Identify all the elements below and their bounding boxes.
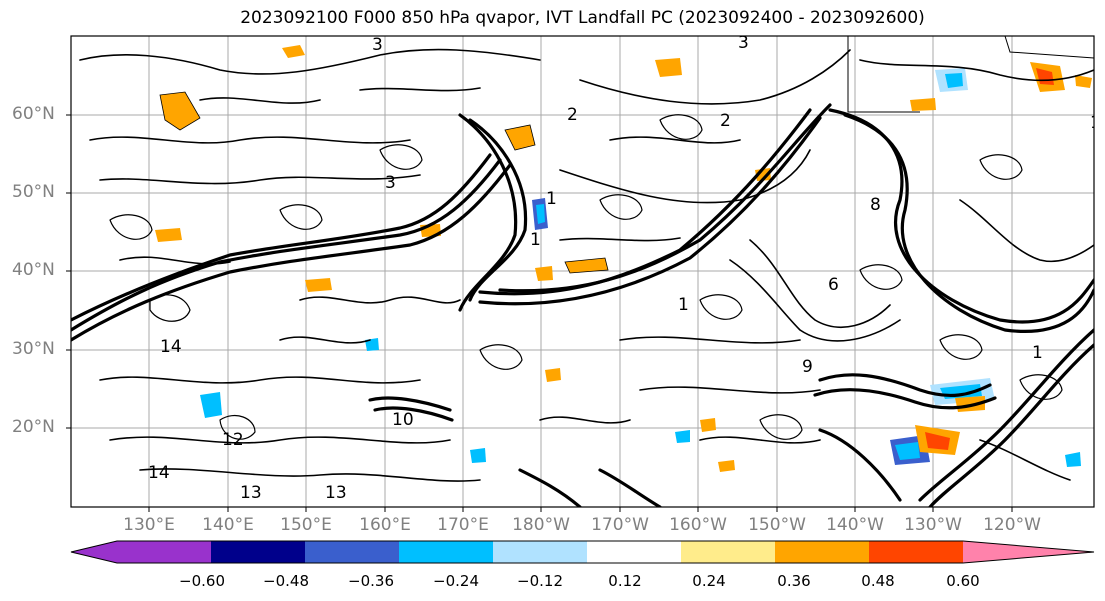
lat-label: 40°N [12, 260, 55, 280]
colorbar-segment [399, 541, 494, 563]
lon-label: 150°W [748, 515, 806, 535]
lon-ticks [148, 507, 1013, 512]
colorbar-tick-label: −0.36 [348, 572, 394, 590]
colorbar-tick-label: 0.36 [777, 572, 811, 590]
lon-label: 120°W [983, 515, 1041, 535]
contour-label: 1 [678, 295, 689, 315]
contour-label: 6 [828, 275, 839, 295]
lat-label: 20°N [12, 417, 55, 437]
lat-label: 50°N [12, 182, 55, 202]
contour-label: 13 [325, 483, 347, 503]
ivt-contours [71, 48, 1094, 507]
colorbar-segment [587, 541, 682, 563]
colorbar-tick-label: 0.12 [608, 572, 642, 590]
lat-ticks [66, 114, 71, 429]
contour-label: 2 [567, 105, 578, 125]
contour-label: 3 [385, 173, 396, 193]
colorbar-tick-label: −0.12 [517, 572, 563, 590]
colorbar-tick-label: 0.48 [861, 572, 895, 590]
lon-label: 160°E [359, 515, 411, 535]
coastline [847, 36, 1094, 113]
contour-label: 10 [392, 410, 414, 430]
contour-label: 12 [222, 430, 244, 450]
lon-label: 150°E [280, 515, 332, 535]
lon-label: 180°W [512, 515, 570, 535]
contour-labels: 3 3 2 1 3 2 1 1 1 14 14 13 13 12 10 9 1 … [148, 33, 1101, 503]
colorbar-segment [211, 541, 306, 563]
lon-label: 130°W [904, 515, 962, 535]
contour-label: 1 [1032, 343, 1043, 363]
lon-label: 140°W [826, 515, 884, 535]
colorbar-segment [493, 541, 588, 563]
contour-label: 9 [802, 357, 813, 377]
colorbar-tick-label: −0.60 [179, 572, 225, 590]
contour-label: 1 [546, 189, 557, 209]
colorbar-segment [681, 541, 776, 563]
map-title: 2023092100 F000 850 hPa qvapor, IVT Land… [240, 8, 925, 28]
colorbar-tick-label: 0.60 [946, 572, 980, 590]
colorbar-segment [775, 541, 870, 563]
lon-label: 130°E [123, 515, 175, 535]
colorbar-segment [71, 541, 211, 563]
contour-label: 2 [720, 111, 731, 131]
contour-label: 1 [530, 230, 541, 250]
colorbar-tick-label: −0.48 [263, 572, 309, 590]
contour-label: 3 [738, 33, 749, 53]
colorbar-segment [305, 541, 400, 563]
colorbar-segment [963, 541, 1094, 563]
contour-label: 8 [870, 195, 881, 215]
lon-label: 140°E [202, 515, 254, 535]
lat-label: 60°N [12, 104, 55, 124]
lat-label: 30°N [12, 339, 55, 359]
colorbar-tick-label: −0.24 [433, 572, 479, 590]
lon-label: 170°W [591, 515, 649, 535]
contour-label: 14 [148, 463, 170, 483]
contour-label: 13 [240, 483, 262, 503]
lon-label: 160°W [669, 515, 727, 535]
lon-label: 170°E [437, 515, 489, 535]
qvapor-shading [155, 45, 1092, 472]
contour-label: 1 [1090, 113, 1101, 133]
contour-label: 14 [160, 337, 182, 357]
contour-label: 3 [372, 35, 383, 55]
colorbar-frame [70, 540, 1095, 564]
colorbar-tick-label: 0.24 [692, 572, 726, 590]
colorbar-segment [869, 541, 964, 563]
colorbar [70, 540, 1095, 564]
